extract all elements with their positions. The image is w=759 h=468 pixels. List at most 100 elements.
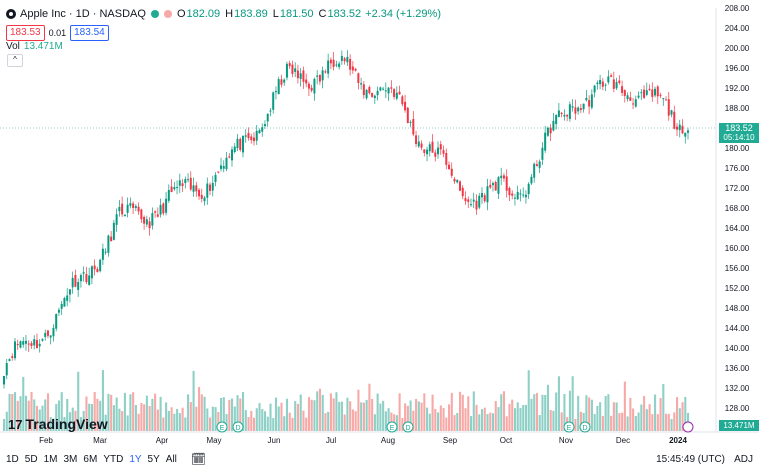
volume-bar bbox=[612, 402, 615, 431]
volume-bar bbox=[132, 392, 135, 431]
candle-body bbox=[395, 92, 398, 99]
volume-bar bbox=[68, 412, 72, 431]
candle-body bbox=[3, 375, 5, 385]
price-tick-label: 196.00 bbox=[725, 64, 750, 73]
volume-bar bbox=[574, 418, 577, 431]
volume-bar bbox=[382, 400, 385, 431]
volume-bar bbox=[187, 394, 190, 431]
candle-body bbox=[390, 87, 393, 89]
volume-bar bbox=[57, 400, 61, 431]
volume-bar bbox=[560, 412, 563, 431]
event-letter: D bbox=[235, 425, 240, 432]
volume-bar bbox=[651, 414, 654, 431]
range-button-6m[interactable]: 6M bbox=[83, 453, 98, 465]
volume-bar bbox=[46, 393, 50, 431]
candle-body bbox=[351, 66, 354, 71]
volume-bar bbox=[513, 408, 517, 431]
candle-body bbox=[555, 115, 558, 125]
tv-logo-text: TradingView bbox=[25, 416, 108, 432]
range-button-all[interactable]: All bbox=[165, 453, 177, 465]
candle-body bbox=[244, 135, 247, 137]
volume-bar bbox=[387, 408, 390, 431]
volume-series bbox=[3, 370, 690, 431]
volume-bar bbox=[313, 400, 316, 431]
candle-body bbox=[486, 186, 489, 203]
range-button-1d[interactable]: 1D bbox=[6, 453, 19, 465]
event-marker[interactable] bbox=[386, 421, 398, 433]
candle-body bbox=[340, 55, 343, 61]
candle-body bbox=[121, 203, 124, 215]
volume-bar bbox=[480, 409, 484, 431]
candle-body bbox=[263, 124, 266, 127]
candle-body bbox=[629, 97, 632, 101]
range-button-ytd[interactable]: YTD bbox=[103, 453, 124, 465]
volume-bar bbox=[593, 414, 596, 431]
volume-bar bbox=[170, 407, 173, 431]
volume-bar bbox=[321, 394, 324, 431]
candle-body bbox=[272, 92, 275, 110]
candle-body bbox=[656, 86, 659, 97]
symbol-legend: Apple Inc · 1D · NASDAQ O 182.09 H 183.89 … bbox=[6, 8, 441, 20]
candle-body bbox=[231, 149, 233, 161]
volume-bar bbox=[280, 402, 283, 431]
price-tick-label: 168.00 bbox=[725, 204, 750, 213]
volume-bar bbox=[684, 396, 687, 431]
collapse-legend-button[interactable]: ^ bbox=[7, 54, 23, 67]
sell-button[interactable]: 183.53 bbox=[6, 25, 45, 41]
candle-body bbox=[310, 87, 313, 91]
event-marker[interactable] bbox=[579, 421, 591, 433]
volume-bar bbox=[255, 408, 258, 431]
volume-bar bbox=[629, 397, 632, 431]
volume-bar bbox=[442, 408, 445, 431]
lightning-icon[interactable] bbox=[682, 421, 694, 433]
event-letter: D bbox=[405, 425, 410, 432]
adj-toggle[interactable]: ADJ bbox=[734, 454, 753, 465]
candle-body bbox=[222, 166, 225, 169]
volume-bar bbox=[250, 410, 253, 431]
candle-body bbox=[590, 94, 593, 108]
volume-bar bbox=[340, 401, 343, 431]
volume-bar bbox=[181, 407, 184, 431]
candle-body bbox=[505, 176, 508, 191]
candle-body bbox=[494, 182, 497, 191]
volume-bar bbox=[178, 413, 181, 431]
volume-bar bbox=[472, 391, 475, 431]
range-button-3m[interactable]: 3M bbox=[63, 453, 78, 465]
candle-body bbox=[93, 265, 96, 270]
volume-bar bbox=[423, 393, 426, 431]
volume-bar bbox=[483, 407, 486, 431]
volume-bar bbox=[544, 394, 547, 431]
volume-bar bbox=[110, 394, 113, 431]
candle-body bbox=[209, 184, 212, 191]
candle-body bbox=[673, 111, 676, 129]
candle-body bbox=[530, 176, 533, 184]
candle-body bbox=[266, 113, 269, 122]
calendar-icon[interactable]: 🗓 bbox=[190, 452, 207, 466]
event-marker[interactable] bbox=[563, 421, 575, 433]
range-button-5y[interactable]: 5Y bbox=[147, 453, 160, 465]
volume-bar bbox=[214, 407, 217, 431]
volume-bar bbox=[99, 400, 102, 431]
candle-body bbox=[588, 100, 591, 107]
price-tick-label: 136.00 bbox=[725, 364, 750, 373]
flag-icon[interactable] bbox=[163, 10, 172, 18]
candle-body bbox=[99, 259, 102, 272]
apple-logo-icon bbox=[6, 9, 16, 19]
event-marker[interactable] bbox=[216, 421, 228, 433]
event-marker[interactable] bbox=[402, 421, 414, 433]
range-button-5d[interactable]: 5D bbox=[24, 453, 38, 465]
volume-bar bbox=[310, 399, 313, 431]
clock[interactable]: 15:45:49 (UTC) bbox=[656, 454, 725, 465]
volume-bar bbox=[610, 415, 613, 431]
event-marker[interactable] bbox=[232, 421, 244, 433]
candle-body bbox=[332, 59, 335, 67]
volume-bar bbox=[247, 416, 250, 431]
range-button-1m[interactable]: 1M bbox=[43, 453, 58, 465]
range-button-1y[interactable]: 1Y bbox=[129, 453, 142, 465]
volume-bar bbox=[634, 416, 637, 431]
candle-body bbox=[368, 87, 371, 94]
symbol-title[interactable]: Apple Inc · 1D · NASDAQ bbox=[20, 8, 146, 20]
buy-button[interactable]: 183.54 bbox=[70, 25, 109, 41]
candle-body bbox=[623, 90, 626, 96]
